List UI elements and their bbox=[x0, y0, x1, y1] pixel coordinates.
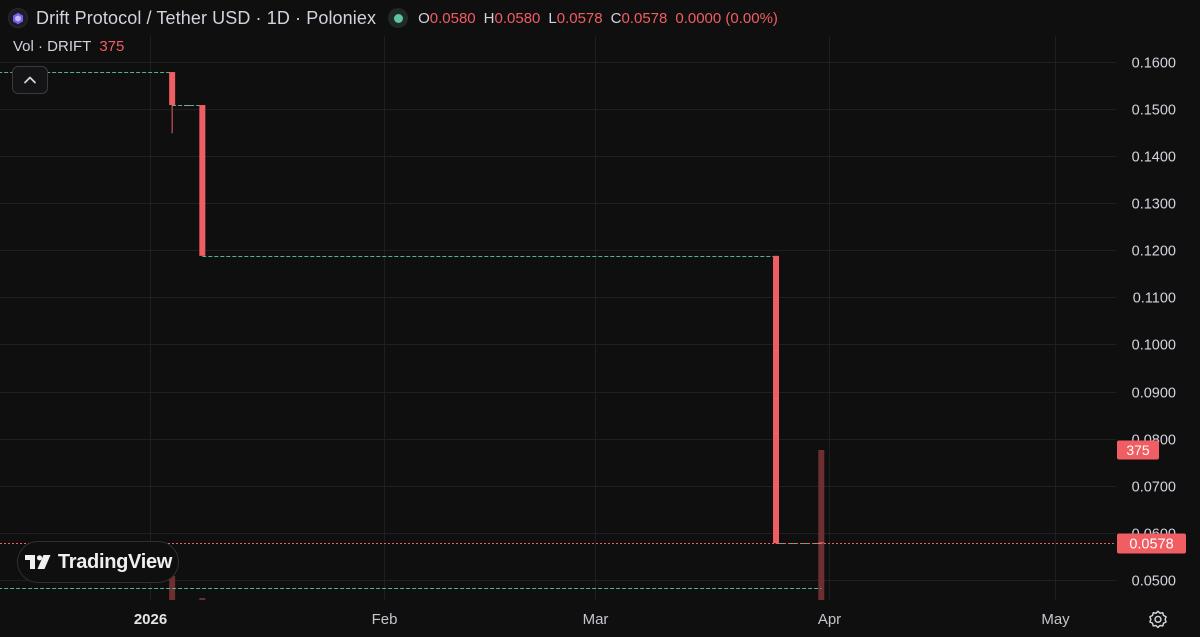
change-value: 0.0000 (0.00%) bbox=[675, 9, 778, 27]
high-key: H bbox=[483, 9, 495, 27]
chart-grid bbox=[0, 36, 1116, 600]
x-tick-label: May bbox=[1041, 611, 1070, 628]
volume-bar bbox=[199, 598, 206, 600]
volume-legend-label: Vol · DRIFT bbox=[13, 38, 92, 55]
chart-legend-header: Drift Protocol / Tether USD · 1D · Polon… bbox=[8, 6, 778, 30]
flat-price-segments bbox=[0, 72, 822, 589]
tradingview-mark-icon bbox=[24, 555, 51, 569]
close-value: 0.0578 bbox=[621, 9, 668, 27]
open-key: O bbox=[418, 9, 430, 27]
time-axis: 2026 Feb Mar Apr May bbox=[134, 611, 1070, 628]
candle-body bbox=[818, 542, 825, 544]
chart-settings-button[interactable] bbox=[1146, 608, 1170, 632]
y-tick-label: 0.0900 bbox=[1132, 386, 1176, 402]
y-tick-label: 0.1200 bbox=[1132, 244, 1176, 260]
last-price-badge-text: 0.0578 bbox=[1129, 537, 1173, 553]
y-tick-label: 0.1600 bbox=[1132, 56, 1176, 72]
low-value: 0.0578 bbox=[556, 9, 603, 27]
close-key: C bbox=[610, 9, 622, 27]
gear-icon bbox=[1149, 610, 1167, 629]
y-tick-label: 0.0500 bbox=[1132, 574, 1176, 590]
y-tick-label: 0.0700 bbox=[1132, 480, 1176, 496]
y-tick-label: 0.1500 bbox=[1132, 103, 1176, 119]
chevron-up-icon bbox=[24, 76, 36, 84]
y-tick-label: 0.1400 bbox=[1132, 150, 1176, 166]
candle-body bbox=[169, 72, 176, 106]
volume-badge bbox=[1117, 440, 1159, 460]
open-value: 0.0580 bbox=[429, 9, 476, 27]
tradingview-logo-text: TradingView bbox=[57, 550, 173, 573]
tradingview-logo[interactable]: TradingView bbox=[17, 541, 179, 583]
high-value: 0.0580 bbox=[494, 9, 541, 27]
price-axis: 0.1600 0.1500 0.1400 0.1300 0.1200 0.1100 0.10… bbox=[1132, 56, 1176, 590]
y-tick-label: 0.1100 bbox=[1133, 291, 1176, 307]
x-tick-label: Feb bbox=[372, 611, 398, 628]
volume-bar bbox=[818, 450, 825, 600]
low-key: L bbox=[548, 9, 557, 27]
y-tick-label: 0.1000 bbox=[1132, 338, 1176, 354]
candle-body bbox=[184, 105, 191, 107]
y-tick-label: 0.1300 bbox=[1132, 197, 1176, 213]
symbol-title[interactable]: Drift Protocol / Tether USD · 1D · Polon… bbox=[36, 7, 377, 28]
x-tick-label: Apr bbox=[818, 611, 841, 628]
candles bbox=[169, 72, 825, 544]
axis-badges: 0.0578 375 bbox=[0, 440, 1186, 554]
visibility-eye-icon[interactable] bbox=[388, 8, 409, 28]
x-tick-label: 2026 bbox=[134, 611, 167, 628]
volume-legend[interactable]: Vol · DRIFT 375 bbox=[13, 38, 124, 55]
volume-legend-value: 375 bbox=[99, 38, 125, 55]
candle-body bbox=[773, 255, 780, 544]
volume-badge-text: 375 bbox=[1126, 442, 1150, 458]
x-tick-label: Mar bbox=[583, 611, 609, 628]
candle-body bbox=[199, 105, 206, 256]
collapse-legend-button[interactable] bbox=[12, 66, 48, 94]
drift-logo-icon[interactable] bbox=[8, 8, 28, 28]
last-price-badge bbox=[1117, 533, 1186, 554]
ohlc-values: O0.0580 H0.0580 L0.0578 C0.0578 0.0000 (… bbox=[418, 10, 778, 27]
